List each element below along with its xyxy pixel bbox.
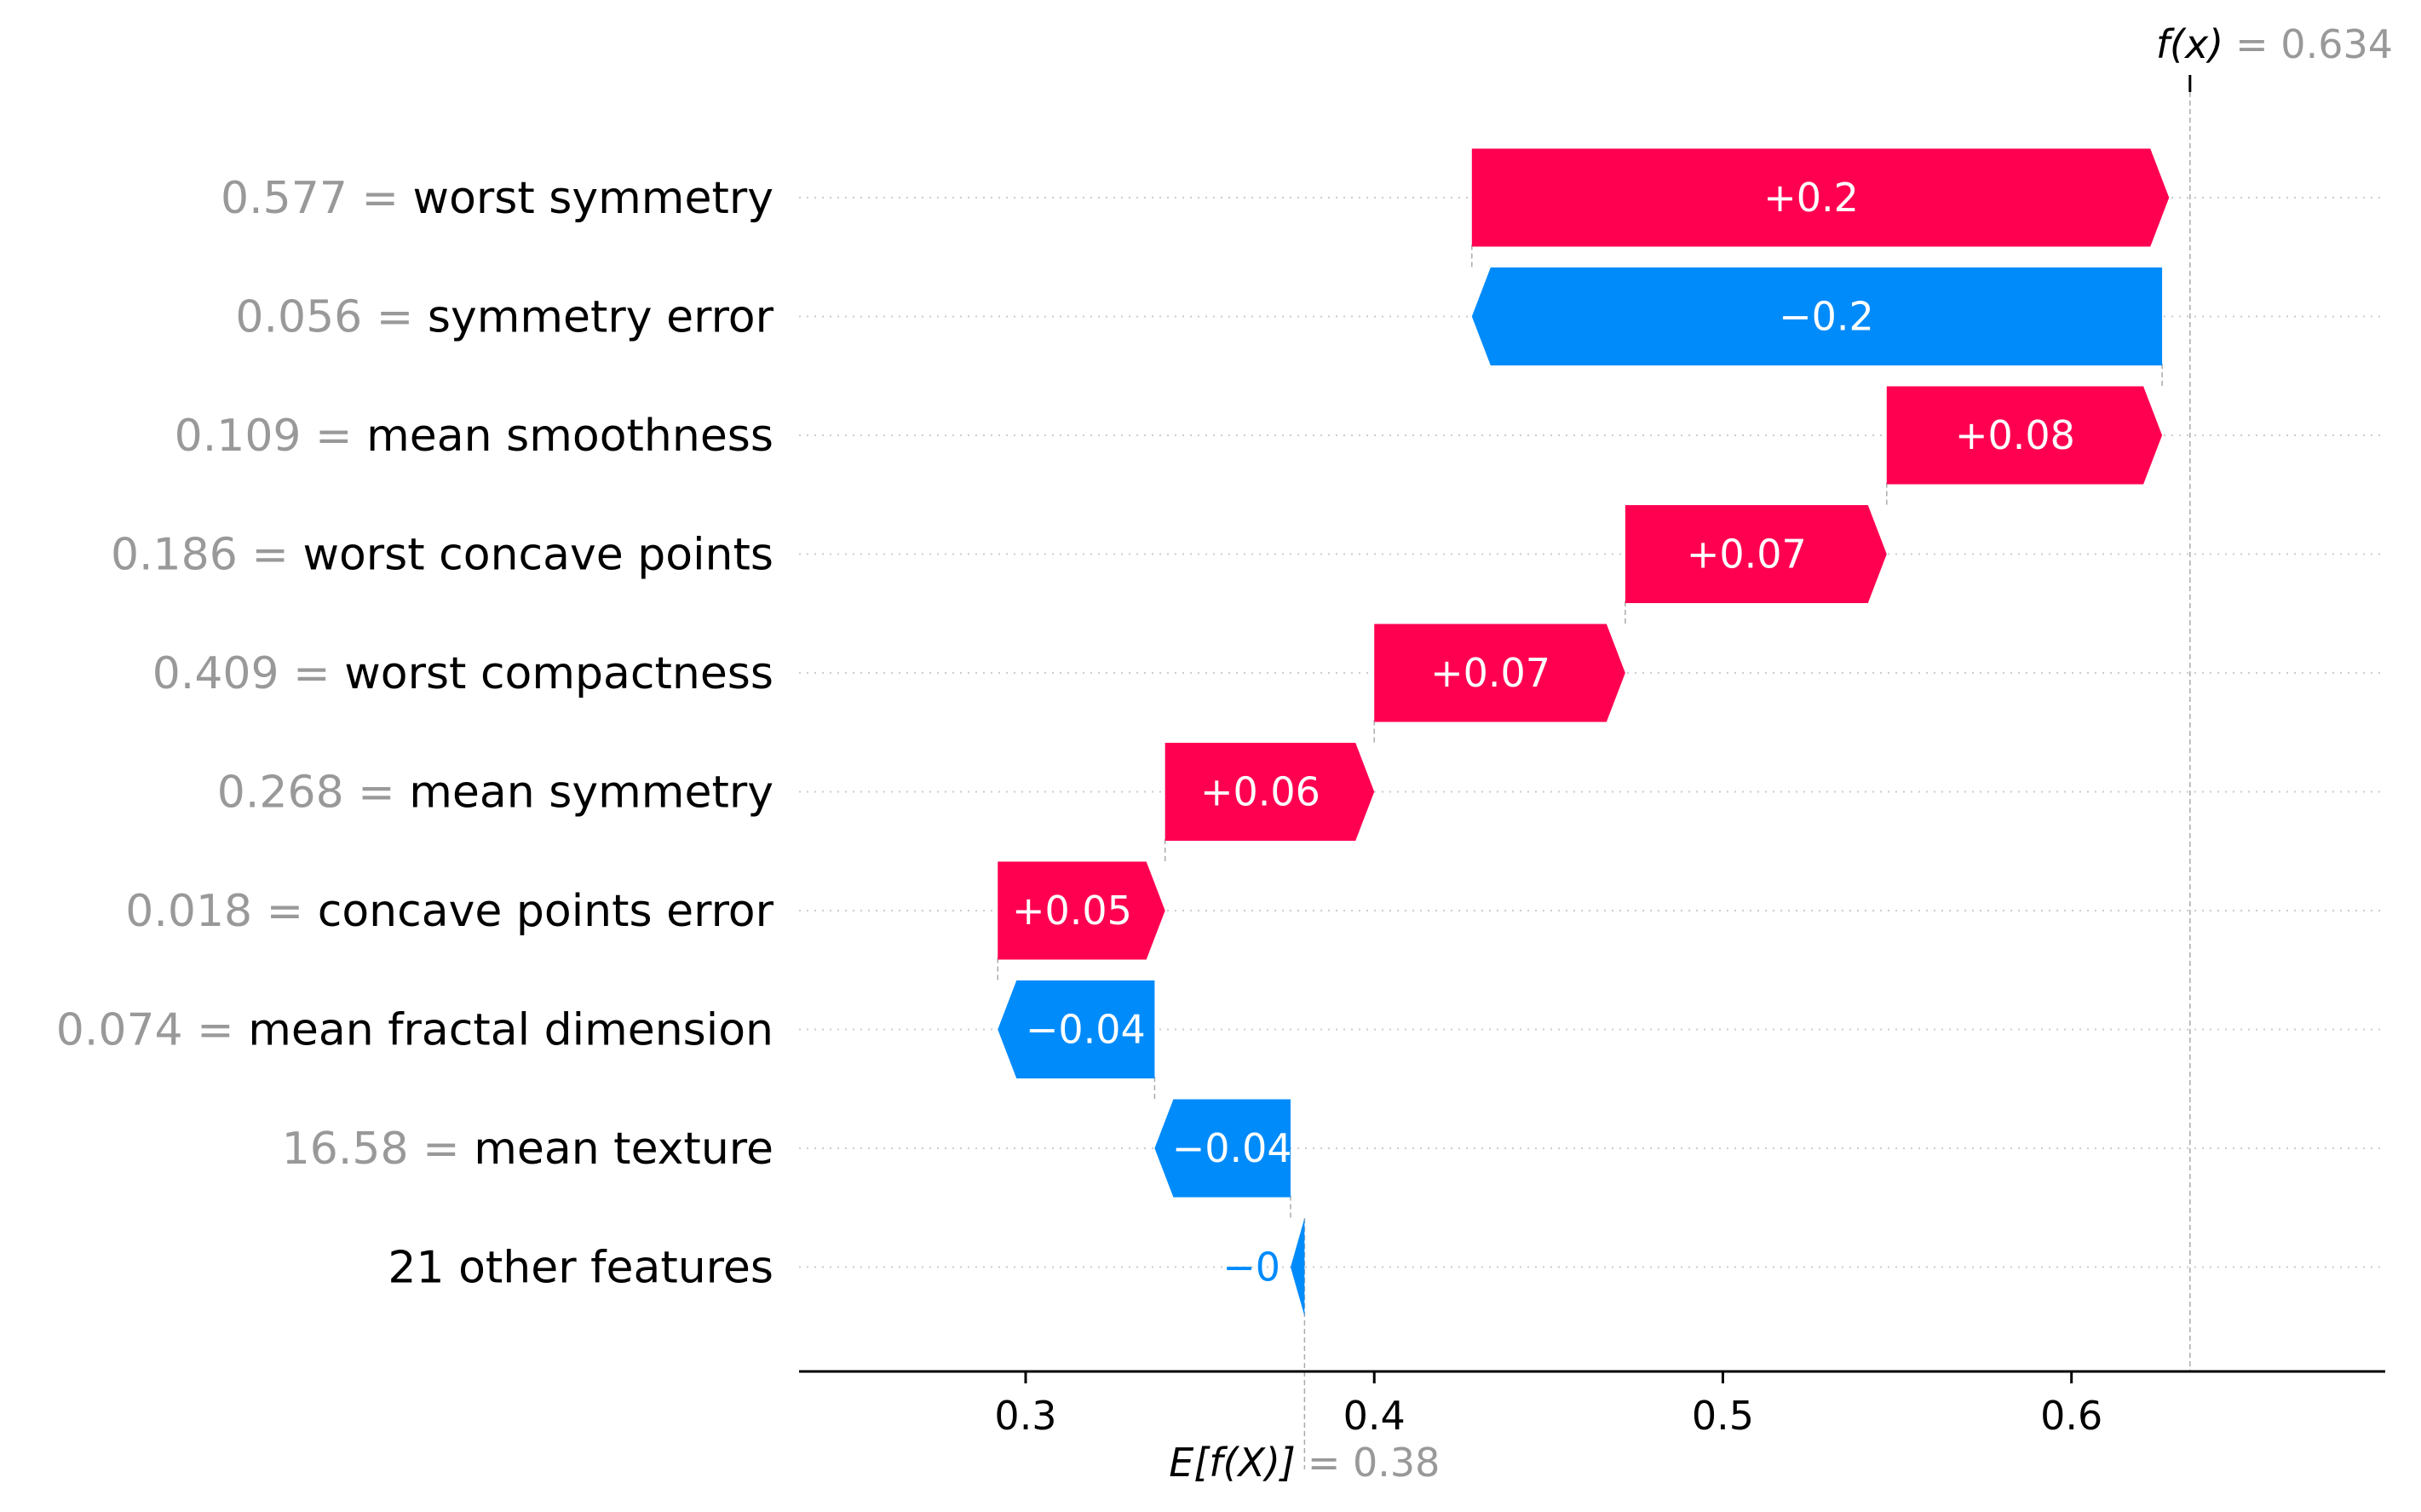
feature-name: worst concave points <box>302 530 773 581</box>
bar-value-label: −0.04 <box>1172 1125 1292 1171</box>
base-value-label: E[f(X)] = 0.38 <box>1169 1440 1440 1486</box>
feature-name: mean texture <box>474 1124 773 1175</box>
positive-contribution-bar <box>1164 743 1375 841</box>
feature-label: 0.409 = worst compactness <box>152 648 773 699</box>
feature-value: 0.056 = <box>235 292 428 343</box>
base-symbol: E[f(X)] <box>1169 1440 1296 1486</box>
feature-name: concave points error <box>318 886 774 937</box>
negative-contribution-bar <box>1154 1099 1291 1198</box>
feature-name: mean fractal dimension <box>248 1005 773 1056</box>
feature-name: worst symmetry <box>413 173 773 224</box>
feature-label: 16.58 = mean texture <box>282 1124 773 1175</box>
feature-label: 0.056 = symmetry error <box>235 292 773 343</box>
negative-contribution-bar <box>998 980 1155 1078</box>
x-tick-label: 0.6 <box>2040 1393 2102 1439</box>
output-symbol: f(x) <box>2156 21 2223 67</box>
feature-value: 0.074 = <box>56 1005 249 1056</box>
feature-value: 0.018 = <box>125 886 318 937</box>
contribution-bars: +0.2 −0.2 +0.08 +0.07 +0.07 +0.06 +0.05 −0.04 −0… <box>998 148 2170 1316</box>
positive-contribution-bar <box>1625 505 1887 603</box>
feature-label: 0.074 = mean fractal dimension <box>56 1005 773 1056</box>
connector-lines <box>997 92 2191 1469</box>
feature-label: 0.577 = worst symmetry <box>221 173 773 224</box>
x-tick-label: 0.4 <box>1343 1393 1406 1439</box>
positive-contribution-bar <box>1471 148 2170 247</box>
bar-value-label: −0 <box>1222 1245 1280 1291</box>
feature-label: 0.109 = mean smoothness <box>175 411 773 462</box>
bar-value-label: +0.05 <box>1012 888 1132 934</box>
feature-label: 0.186 = worst concave points <box>111 530 773 581</box>
bar-value-label: −0.04 <box>1026 1007 1146 1053</box>
feature-label: 21 other features <box>388 1243 773 1294</box>
bar-value-label: +0.07 <box>1430 650 1550 696</box>
feature-value: 0.186 = <box>111 530 303 581</box>
feature-name: 21 other features <box>388 1243 773 1294</box>
feature-value: 16.58 = <box>282 1124 474 1175</box>
feature-name: worst compactness <box>344 648 773 699</box>
feature-name: mean symmetry <box>409 767 773 819</box>
x-axis: 0.3 0.4 0.5 0.6 E[f(X)] = 0.38 <box>799 1370 2385 1486</box>
feature-value: 0.577 = <box>221 173 413 224</box>
bar-value-label: +0.06 <box>1200 769 1320 815</box>
bar-value-label: +0.2 <box>1763 175 1859 221</box>
feature-name: symmetry error <box>428 292 774 343</box>
feature-value: 0.268 = <box>217 767 410 819</box>
feature-label: 0.268 = mean symmetry <box>217 767 773 819</box>
base-value-text: = 0.38 <box>1308 1440 1441 1486</box>
x-tick-label: 0.3 <box>994 1393 1056 1439</box>
positive-contribution-bar <box>1374 624 1625 722</box>
positive-contribution-bar <box>998 861 1165 960</box>
bar-value-label: −0.2 <box>1779 294 1874 340</box>
output-value-label: f(x) = 0.634 <box>2156 21 2393 67</box>
negative-contribution-bar <box>1291 1218 1305 1316</box>
x-tick-label: 0.5 <box>1692 1393 1754 1439</box>
bar-value-label: +0.08 <box>1955 412 2075 458</box>
feature-value: 0.109 = <box>175 411 367 462</box>
negative-contribution-bar <box>1471 267 2163 365</box>
bar-value-label: +0.07 <box>1687 532 1807 578</box>
feature-value: 0.409 = <box>152 648 345 699</box>
feature-labels: 0.577 = worst symmetry 0.056 = symmetry e… <box>56 173 774 1294</box>
output-marker: f(x) = 0.634 <box>2156 21 2393 92</box>
feature-name: mean smoothness <box>366 411 773 462</box>
output-value-text: = 0.634 <box>2235 21 2393 67</box>
feature-label: 0.018 = concave points error <box>125 886 773 937</box>
positive-contribution-bar <box>1886 386 2163 485</box>
